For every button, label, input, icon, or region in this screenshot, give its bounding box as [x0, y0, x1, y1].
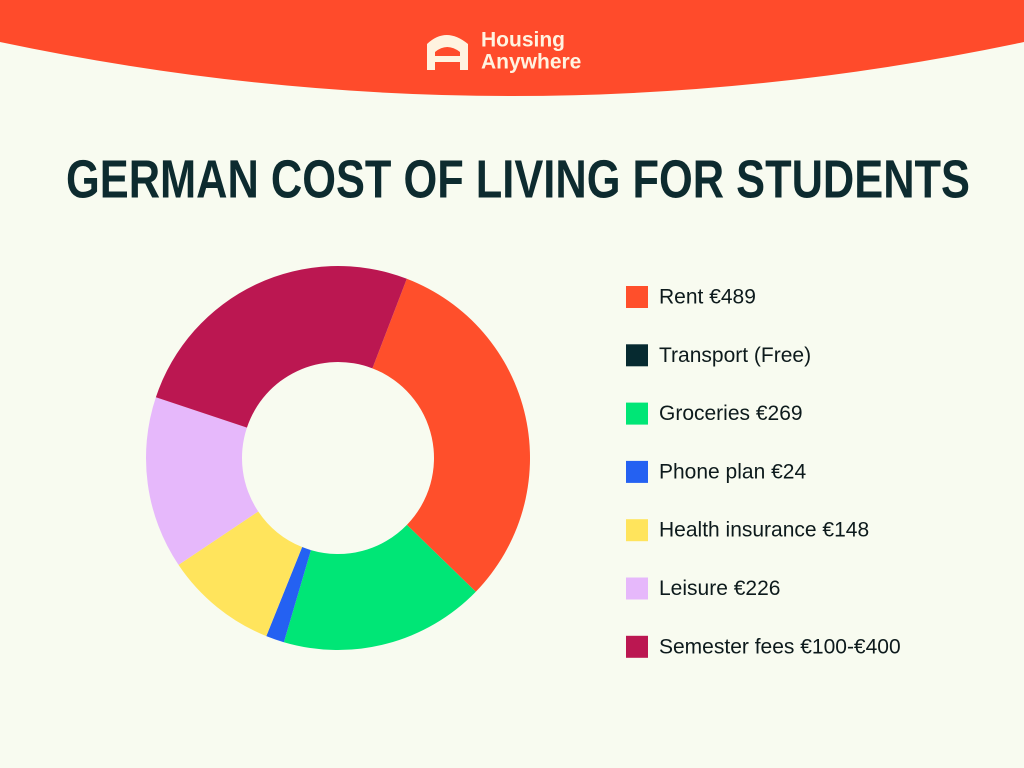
- legend-label: Groceries €269: [659, 402, 803, 425]
- logo-text: Housing: [481, 29, 565, 52]
- legend-label: Phone plan €24: [659, 460, 806, 483]
- header-band: [0, 0, 1024, 96]
- logo-icon: [427, 35, 468, 70]
- slice: [283, 524, 476, 650]
- legend-swatch: [626, 402, 648, 425]
- legend-swatch: [626, 577, 648, 600]
- donut: [145, 266, 531, 650]
- slice: [266, 547, 311, 643]
- slice: [372, 278, 531, 592]
- legend-label: Health insurance €148: [659, 519, 869, 542]
- legend-label: Semester fees €100-€400: [659, 635, 901, 658]
- legend-label: Rent €489: [659, 286, 756, 309]
- legend-label: Leisure €226: [659, 577, 780, 600]
- slice: [178, 511, 303, 637]
- chart-title: GERMAN COST OF LIVING FOR STUDENTS: [66, 149, 970, 209]
- slice: [145, 397, 259, 565]
- legend-swatch: [626, 460, 648, 483]
- legend-swatch: [626, 635, 648, 658]
- legend-swatch: [626, 344, 648, 367]
- legend: Rent €489 Transport (Free) Groceries €269 P…: [626, 286, 901, 658]
- legend-swatch: [626, 286, 648, 308]
- logo-text: Anywhere: [481, 51, 581, 74]
- legend-label: Transport (Free): [659, 344, 811, 367]
- slice: [155, 266, 407, 428]
- legend-swatch: [626, 519, 648, 542]
